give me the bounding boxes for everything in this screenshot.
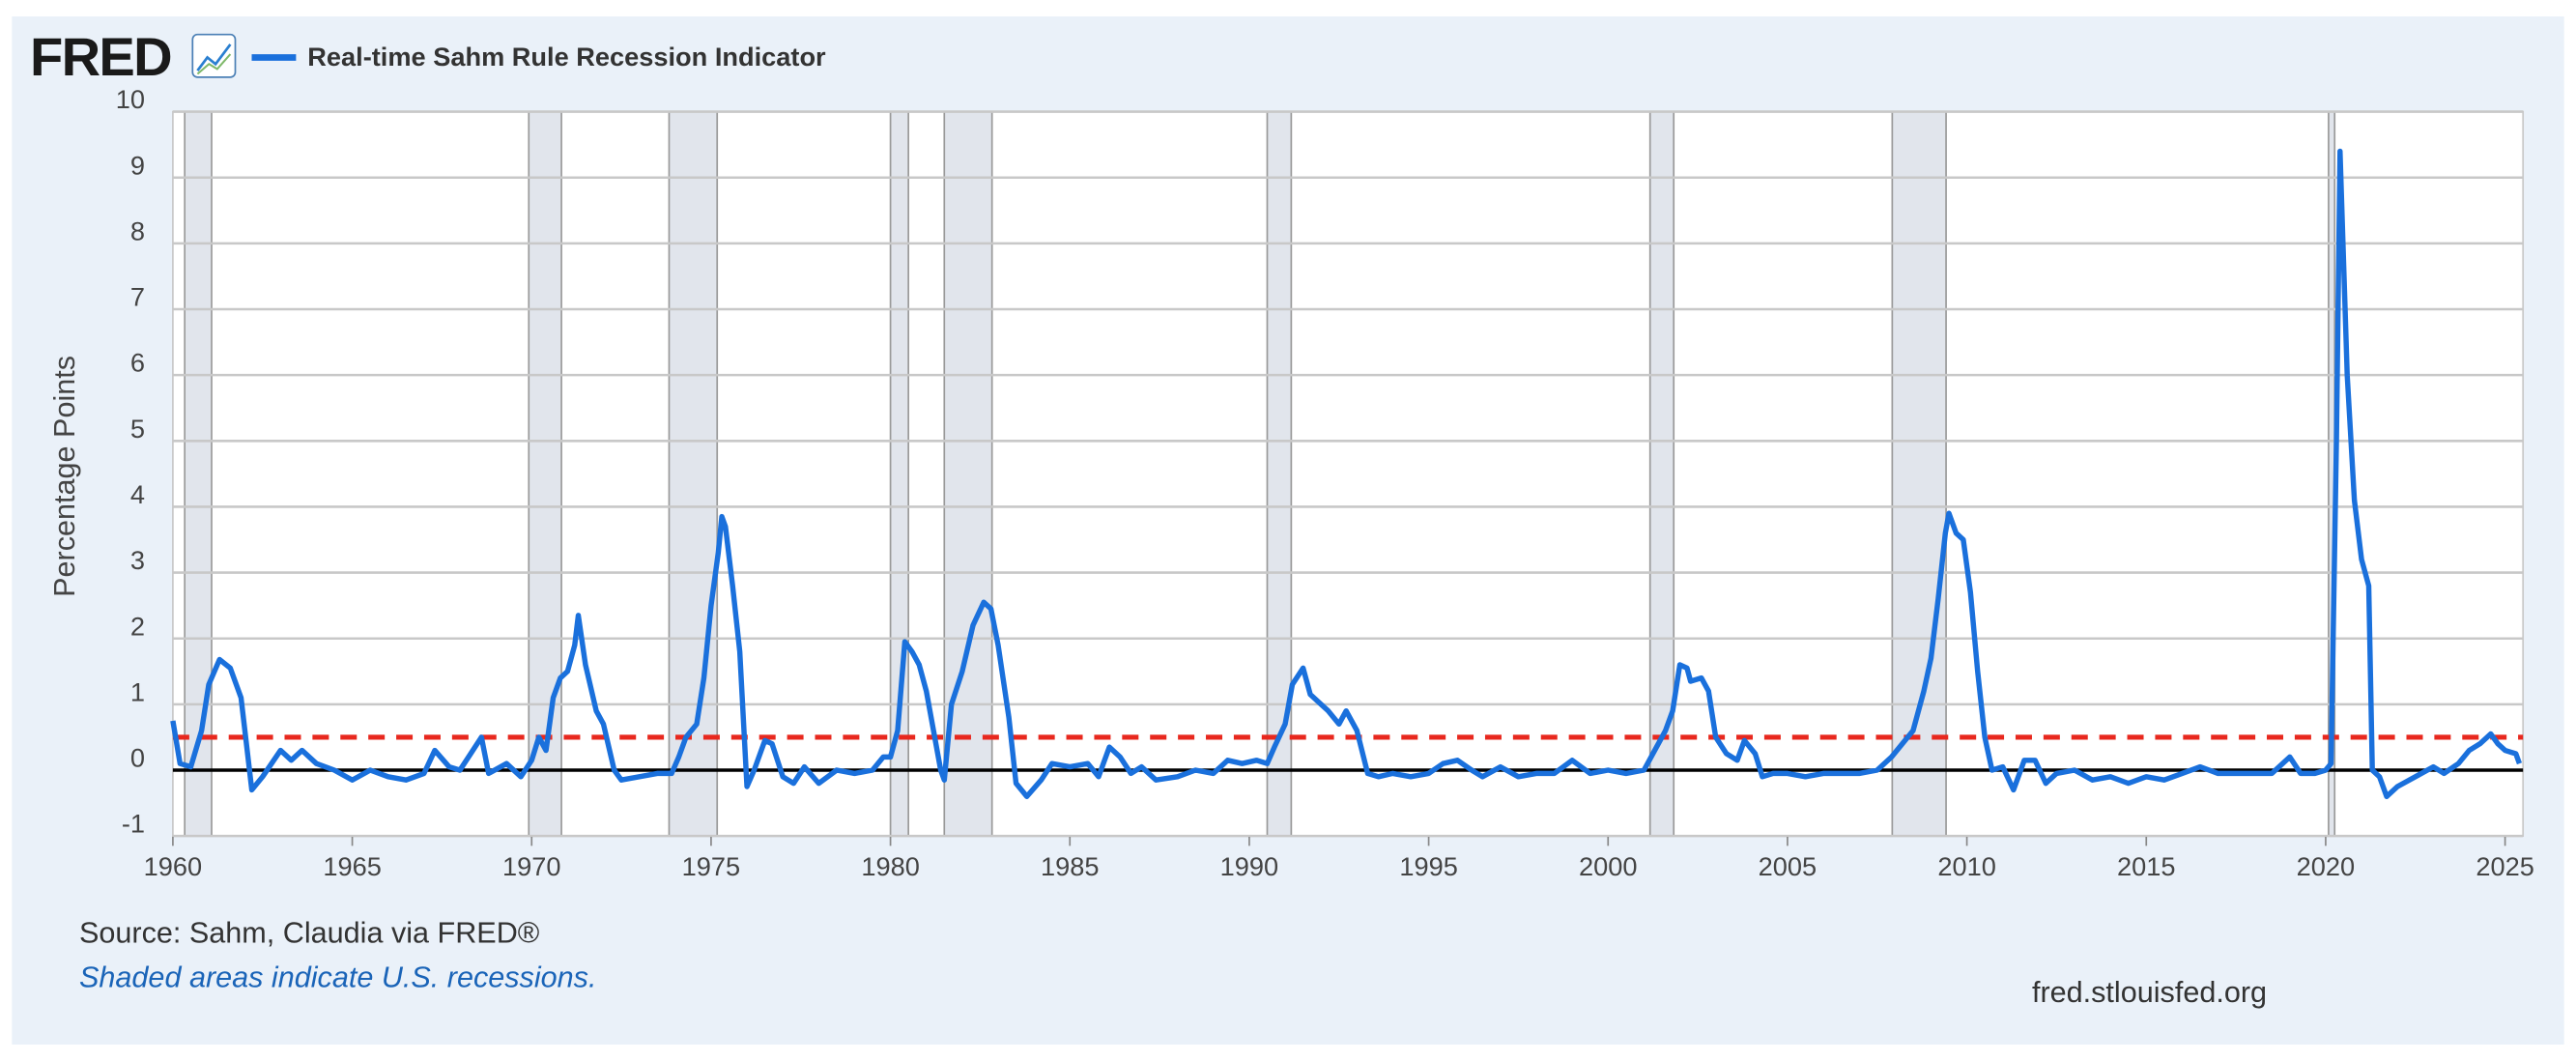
recession-band [1891, 110, 1947, 837]
y-tick-label: 7 [130, 282, 145, 312]
x-tick-label: 2015 [2117, 851, 2175, 881]
series-line [170, 148, 2523, 799]
y-tick-label: -1 [122, 809, 145, 839]
y-tick-label: 5 [130, 414, 145, 444]
x-tick-label: 1965 [323, 851, 381, 881]
x-tick-label: 1995 [1399, 851, 1457, 881]
y-tick-label: 1 [130, 676, 145, 706]
plot-area [172, 111, 2524, 837]
source: Source: Sahm, Claudia via FRED® [79, 917, 540, 950]
legend-label[interactable]: Real-time Sahm Rule Recession Indicator [307, 42, 826, 72]
x-tick-label: 1985 [1041, 851, 1099, 881]
x-tick-label: 2000 [1579, 851, 1637, 881]
x-tick-label: 1990 [1220, 851, 1278, 881]
recession-band [1648, 110, 1675, 837]
y-tick-label: 3 [130, 545, 145, 575]
chart-icon[interactable] [191, 33, 237, 78]
x-tick-label: 1970 [502, 851, 560, 881]
y-tick-label: 10 [116, 84, 145, 114]
x-tick-label: 1960 [144, 851, 202, 881]
recession-band [1266, 110, 1293, 837]
y-tick-label: 9 [130, 150, 145, 180]
x-tick-label: 1980 [861, 851, 919, 881]
y-tick-label: 6 [130, 348, 145, 378]
y-tick-label: 4 [130, 479, 145, 509]
recession-note[interactable]: Shaded areas indicate U.S. recessions. [79, 961, 596, 994]
x-tick-label: 2005 [1759, 851, 1817, 881]
y-tick-label: 8 [130, 215, 145, 245]
y-tick-label: 0 [130, 743, 145, 773]
plot-border [172, 110, 2525, 837]
y-axis-label: Percentage Points [48, 356, 81, 597]
x-tick-label: 1975 [682, 851, 740, 881]
x-tick-label: 2010 [1937, 851, 1995, 881]
logo[interactable]: FRED [30, 26, 173, 87]
recession-band [528, 110, 562, 837]
recession-band [184, 110, 213, 837]
site-link[interactable]: fred.stlouisfed.org [2032, 976, 2267, 1009]
x-tick-label: 2025 [2476, 851, 2533, 881]
x-tick-label: 2020 [2297, 851, 2355, 881]
y-tick-label: 2 [130, 611, 145, 641]
